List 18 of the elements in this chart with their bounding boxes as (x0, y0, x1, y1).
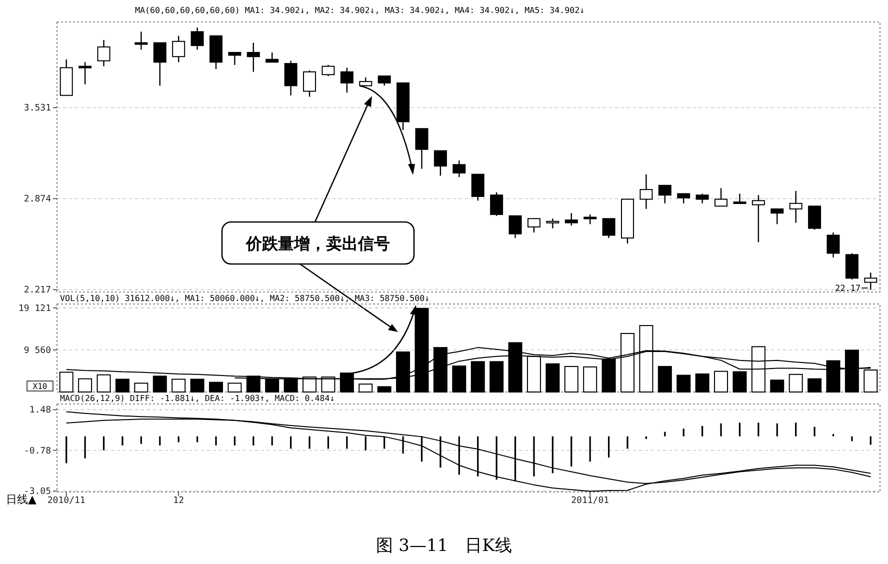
y-tick-label: -0.78 (24, 446, 51, 456)
text: X10 (32, 382, 48, 391)
y-tick-label: 2.874 (24, 194, 51, 205)
text: 日线▲ (6, 493, 37, 506)
x-tick-label: 2011/01 (571, 496, 610, 506)
y-tick-label: 1.48 (29, 406, 51, 416)
x-tick-label: 12 (173, 496, 184, 506)
y-tick-label: 2.217 (24, 286, 51, 296)
y-tick-label: 9 560 (24, 346, 51, 356)
x-tick-label: 2010/11 (47, 496, 86, 506)
text: MA(60,60,60,60,60,60) MA1: 34.902↓, MA2: 34.902↓, MA3: 34.902↓, MA4: 34.902↓, MA5: 34.902↓ (135, 5, 585, 15)
y-tick-label: 3.531 (24, 104, 51, 114)
text: MACD(26,12,9) DIFF: -1.881↓, DEA: -1.903↑, MACD: 0.484↓ (60, 393, 335, 403)
text: VOL(5,10,10) 31612.000↓, MA1: 50060.000↓, MA2: 58750.500↓, MA3: 58750.500↓ (60, 293, 430, 303)
annotation: 价跌量增，卖出信号 (245, 234, 390, 253)
annotation: 22.17 (835, 284, 861, 294)
caption: 图 3—11 日K线 (376, 536, 512, 556)
y-tick-label: 19 121 (18, 304, 51, 314)
